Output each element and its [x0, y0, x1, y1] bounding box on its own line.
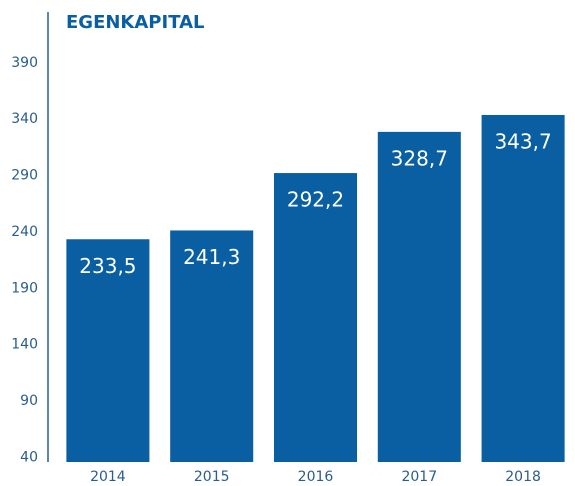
- x-tick-label: 2016: [298, 469, 334, 485]
- bar: [481, 114, 565, 463]
- y-tick-label: 190: [11, 280, 38, 296]
- value-label: 241,3: [183, 245, 240, 269]
- value-label: 292,2: [287, 188, 344, 212]
- chart-title: EGENKAPITAL: [66, 12, 204, 33]
- y-tick-label: 390: [11, 55, 38, 71]
- y-tick-label: 240: [11, 224, 38, 240]
- bar: [66, 239, 150, 462]
- y-tick-label: 140: [11, 337, 38, 353]
- x-tick-label: 2017: [401, 469, 437, 485]
- y-tick-label: 90: [20, 393, 38, 409]
- bar: [170, 230, 254, 462]
- value-label: 233,5: [79, 254, 136, 278]
- value-label: 328,7: [391, 146, 448, 170]
- bar: [377, 131, 461, 463]
- value-label: 343,7: [494, 129, 551, 153]
- x-tick-label: 2014: [90, 469, 126, 485]
- y-tick-label: 290: [11, 168, 38, 184]
- y-tick-label: 40: [20, 449, 38, 465]
- y-tick-label: 340: [11, 111, 38, 127]
- bar: [273, 173, 358, 463]
- x-tick-label: 2015: [194, 469, 230, 485]
- x-tick-label: 2018: [505, 469, 541, 485]
